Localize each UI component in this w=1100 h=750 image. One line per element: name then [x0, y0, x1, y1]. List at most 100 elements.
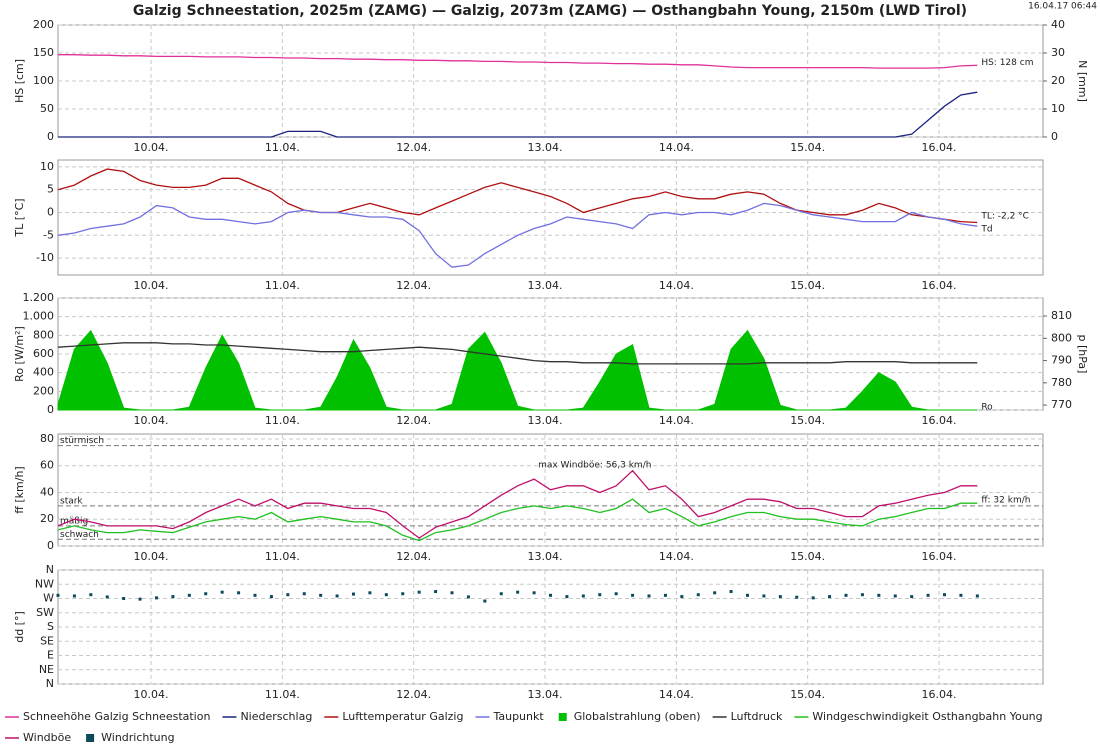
y2-tick-label: 20 — [1051, 74, 1065, 87]
point — [89, 593, 93, 597]
point — [516, 590, 520, 594]
x-tick-label: 13.04. — [528, 550, 563, 563]
x-tick-label: 12.04. — [396, 279, 431, 292]
x-tick-label: 16.04. — [922, 141, 957, 154]
x-tick-label: 13.04. — [528, 688, 563, 701]
point — [926, 593, 930, 597]
point — [155, 596, 158, 600]
point — [434, 590, 438, 594]
timestamp: 16.04.17 06:44 — [1028, 2, 1097, 12]
threshold-label: stürmisch — [60, 436, 104, 446]
point — [680, 595, 684, 599]
line — [57, 469, 978, 539]
point — [237, 591, 241, 595]
point — [581, 594, 585, 598]
point — [302, 592, 306, 596]
legend-label: Niederschlag — [240, 710, 312, 723]
x-tick-label: 15.04. — [790, 141, 825, 154]
legend-marker — [558, 713, 567, 721]
legend-label: Lufttemperatur Galzig — [342, 710, 463, 723]
point — [844, 593, 848, 597]
x-tick-label: 11.04. — [265, 550, 300, 563]
y-tick-label: 200 — [33, 18, 54, 31]
legend-label: Windböe — [23, 731, 71, 744]
point — [860, 593, 864, 597]
legend-label: Globalstrahlung (oben) — [574, 710, 701, 723]
annotation: TL: -2,2 °C — [980, 212, 1029, 222]
point — [450, 591, 454, 595]
x-tick-label: 15.04. — [790, 550, 825, 563]
point — [335, 594, 339, 598]
legend-label: Luftdruck — [731, 710, 783, 723]
point — [417, 590, 421, 594]
point — [368, 591, 372, 595]
y2-axis-label: N [mm] — [1076, 60, 1089, 102]
x-tick-label: 10.04. — [134, 141, 169, 154]
x-tick-label: 13.04. — [528, 414, 563, 427]
y-tick-label: 5 — [47, 183, 54, 196]
y2-tick-label: 800 — [1051, 331, 1072, 344]
x-tick-label: 12.04. — [396, 688, 431, 701]
annotation: ff: 32 km/h — [981, 495, 1030, 505]
y2-tick-label: 0 — [1051, 130, 1058, 143]
x-tick-label: 15.04. — [790, 414, 825, 427]
y-tick-label: 0 — [47, 403, 54, 416]
point — [483, 599, 487, 603]
y-tick-label: -10 — [36, 251, 54, 264]
line — [57, 168, 978, 224]
point — [893, 594, 897, 598]
x-tick-label: 12.04. — [396, 414, 431, 427]
line — [57, 498, 978, 542]
point — [828, 595, 832, 599]
x-tick-label: 11.04. — [265, 141, 300, 154]
line — [57, 202, 978, 268]
y-tick-label: 0 — [47, 205, 54, 218]
annotation: Td — [980, 224, 992, 234]
area — [57, 329, 978, 411]
line — [58, 91, 978, 138]
point — [663, 593, 667, 597]
point — [187, 593, 191, 597]
point — [778, 595, 782, 599]
plot-frame — [57, 159, 1044, 276]
point — [549, 593, 552, 597]
point — [762, 594, 766, 598]
x-tick-label: 10.04. — [134, 414, 169, 427]
y2-tick-label: 770 — [1051, 398, 1072, 411]
y-axis-label: HS [cm] — [13, 59, 26, 103]
y2-tick-label: 30 — [1051, 46, 1065, 59]
x-tick-label: 11.04. — [265, 414, 300, 427]
y-axis-label: TL [°C] — [13, 198, 26, 237]
y2-axis-label: p [hPa] — [1076, 335, 1089, 374]
y2-tick-label: 790 — [1051, 354, 1072, 367]
point — [72, 594, 76, 598]
point — [647, 594, 651, 598]
y-tick-label: 1.200 — [23, 291, 55, 304]
x-tick-label: 16.04. — [922, 414, 957, 427]
threshold-label: stark — [60, 496, 83, 506]
y2-tick-label: 10 — [1051, 102, 1065, 115]
point — [713, 591, 717, 595]
y-axis-label: ff [km/h] — [13, 466, 26, 513]
y-tick-label: N — [46, 563, 54, 576]
point — [171, 595, 175, 599]
point — [138, 597, 142, 601]
y-tick-label: NW — [35, 577, 54, 590]
y-tick-label: SE — [40, 634, 54, 647]
point — [204, 592, 208, 596]
y-axis-label: dd [°] — [13, 611, 26, 643]
point — [499, 592, 503, 596]
x-tick-label: 11.04. — [265, 279, 300, 292]
x-tick-label: 16.04. — [922, 279, 957, 292]
point — [286, 593, 290, 597]
threshold-label: mäßig — [60, 516, 88, 526]
y-tick-label: 0 — [47, 130, 54, 143]
y-axis-label: Ro [W/m²] — [13, 326, 26, 382]
threshold-label: schwach — [60, 530, 99, 540]
x-tick-label: 15.04. — [790, 688, 825, 701]
line — [57, 342, 978, 365]
point — [959, 593, 963, 597]
annotation: Ro — [981, 403, 993, 413]
legend-label: Taupunkt — [492, 710, 544, 723]
